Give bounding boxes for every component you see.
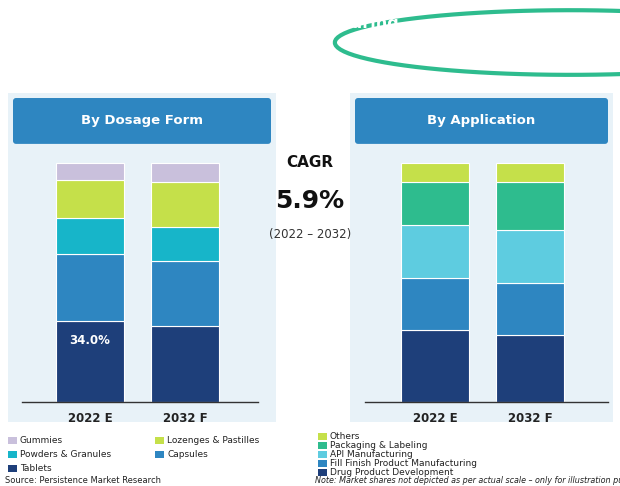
- FancyBboxPatch shape: [13, 98, 271, 144]
- Text: Fill Finish Product Manufacturing: Fill Finish Product Manufacturing: [330, 459, 477, 468]
- Bar: [318, 460, 327, 467]
- Text: Oral Solid Dosage Contract Manufacturing: Oral Solid Dosage Contract Manufacturing: [16, 17, 398, 31]
- Bar: [151, 326, 219, 402]
- Bar: [8, 93, 276, 422]
- Bar: [8, 465, 17, 472]
- Text: 2032 F: 2032 F: [162, 412, 207, 425]
- Bar: [318, 433, 327, 440]
- Bar: [496, 163, 564, 182]
- Text: 2032 F: 2032 F: [508, 412, 552, 425]
- Text: 2022 E: 2022 E: [413, 412, 458, 425]
- Text: Lozenges & Pastilles: Lozenges & Pastilles: [167, 436, 259, 445]
- Text: 34.0%: 34.0%: [69, 334, 110, 347]
- Bar: [155, 451, 164, 458]
- Bar: [496, 230, 564, 282]
- Text: Gummies: Gummies: [20, 436, 63, 445]
- Bar: [151, 227, 219, 261]
- Text: Others: Others: [330, 432, 360, 441]
- Text: Capsules: Capsules: [167, 450, 208, 459]
- Text: Tablets: Tablets: [20, 464, 51, 473]
- Text: By Application: By Application: [427, 114, 536, 127]
- Bar: [151, 163, 219, 182]
- Bar: [401, 182, 469, 225]
- Text: By Dosage Form: By Dosage Form: [81, 114, 203, 127]
- Text: API Manufacturing: API Manufacturing: [330, 450, 413, 459]
- Bar: [151, 261, 219, 326]
- Bar: [496, 282, 564, 335]
- Text: Note: Market shares not depicted as per actual scale – only for illustration pur: Note: Market shares not depicted as per …: [315, 476, 620, 485]
- FancyBboxPatch shape: [355, 98, 608, 144]
- Bar: [496, 182, 564, 230]
- Bar: [496, 335, 564, 402]
- Text: Drug Product Development: Drug Product Development: [330, 468, 453, 477]
- Bar: [401, 278, 469, 330]
- Text: CAGR: CAGR: [286, 156, 334, 170]
- Bar: [151, 182, 219, 227]
- Text: 2022 E: 2022 E: [68, 412, 112, 425]
- Text: MARKET RESEARCH: MARKET RESEARCH: [544, 49, 597, 53]
- Bar: [56, 180, 124, 218]
- Text: Powders & Granules: Powders & Granules: [20, 450, 111, 459]
- Text: Packaging & Labeling: Packaging & Labeling: [330, 441, 428, 450]
- Bar: [401, 163, 469, 182]
- Bar: [56, 321, 124, 402]
- Bar: [8, 451, 17, 458]
- Bar: [318, 442, 327, 449]
- Bar: [56, 254, 124, 321]
- Bar: [401, 330, 469, 402]
- Bar: [56, 163, 124, 180]
- Bar: [318, 469, 327, 476]
- Text: Market, 2022–2032: Market, 2022–2032: [16, 54, 188, 69]
- Bar: [401, 225, 469, 278]
- Bar: [56, 218, 124, 254]
- Text: PERSISTENCE: PERSISTENCE: [544, 33, 597, 39]
- Bar: [350, 93, 613, 422]
- Text: 5.9%: 5.9%: [275, 189, 345, 213]
- Bar: [155, 437, 164, 444]
- Bar: [8, 437, 17, 444]
- Text: (2022 – 2032): (2022 – 2032): [269, 228, 351, 241]
- Text: Source: Persistence Market Research: Source: Persistence Market Research: [5, 476, 161, 485]
- Bar: [318, 451, 327, 458]
